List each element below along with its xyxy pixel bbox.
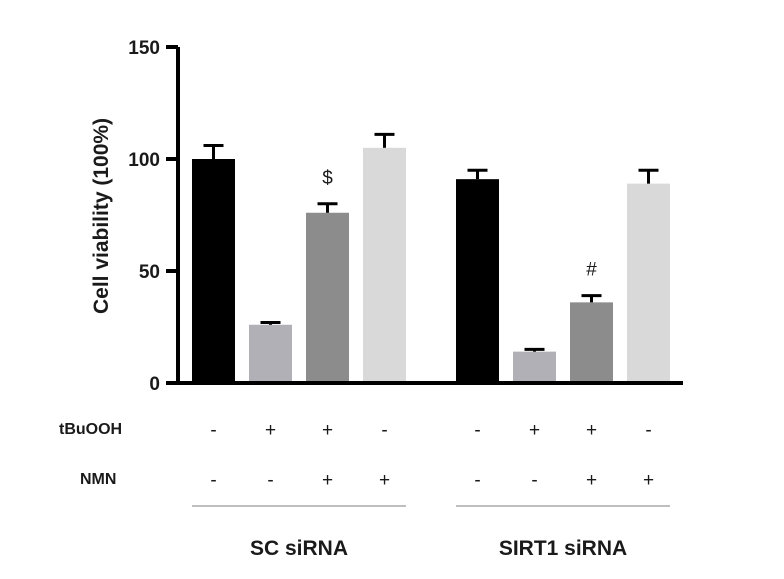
group-labels: SC siRNA SIRT1 siRNA — [192, 505, 670, 560]
tbuooh-sign: + — [529, 420, 540, 441]
tbuooh-sign: - — [381, 420, 387, 441]
bar — [570, 302, 613, 383]
nmn-sign: - — [474, 470, 480, 491]
bar — [513, 351, 556, 383]
nmn-sign: + — [322, 470, 333, 491]
tbuooh-sign: - — [210, 420, 216, 441]
significance-annotation: # — [586, 260, 597, 281]
nmn-sign: + — [643, 470, 654, 491]
y-tick-label: 150 — [128, 38, 160, 59]
row-label-nmn: NMN — [80, 471, 116, 488]
bar — [363, 147, 406, 383]
group-label: SC siRNA — [250, 537, 348, 560]
significance-annotation: $ — [322, 168, 333, 189]
axis-layer — [176, 47, 683, 385]
nmn-sign: - — [210, 470, 216, 491]
nmn-sign: + — [586, 470, 597, 491]
nmn-sign: - — [531, 470, 537, 491]
group-label: SIRT1 siRNA — [499, 537, 627, 560]
condition-signs: - - + - + + - + - - + - + + - + — [210, 420, 654, 491]
y-tick-label: 0 — [149, 374, 160, 395]
row-label-tbuooh: tBuOOH — [59, 421, 122, 438]
bar — [192, 159, 235, 383]
bars-layer: $# — [192, 132, 670, 383]
tbuooh-sign: - — [645, 420, 651, 441]
tbuooh-sign: + — [265, 420, 276, 441]
ticks-layer: 0 50 100 150 — [128, 38, 178, 395]
tbuooh-sign: - — [474, 420, 480, 441]
bar — [306, 212, 349, 383]
y-tick-label: 50 — [139, 262, 160, 283]
bar — [249, 324, 292, 383]
y-axis-title: Cell viability (100%) — [90, 118, 113, 314]
tbuooh-sign: + — [586, 420, 597, 441]
tbuooh-sign: + — [322, 420, 333, 441]
nmn-sign: - — [267, 470, 273, 491]
bar — [627, 183, 670, 383]
y-tick-label: 100 — [128, 150, 160, 171]
bar — [456, 179, 499, 383]
nmn-sign: + — [379, 470, 390, 491]
